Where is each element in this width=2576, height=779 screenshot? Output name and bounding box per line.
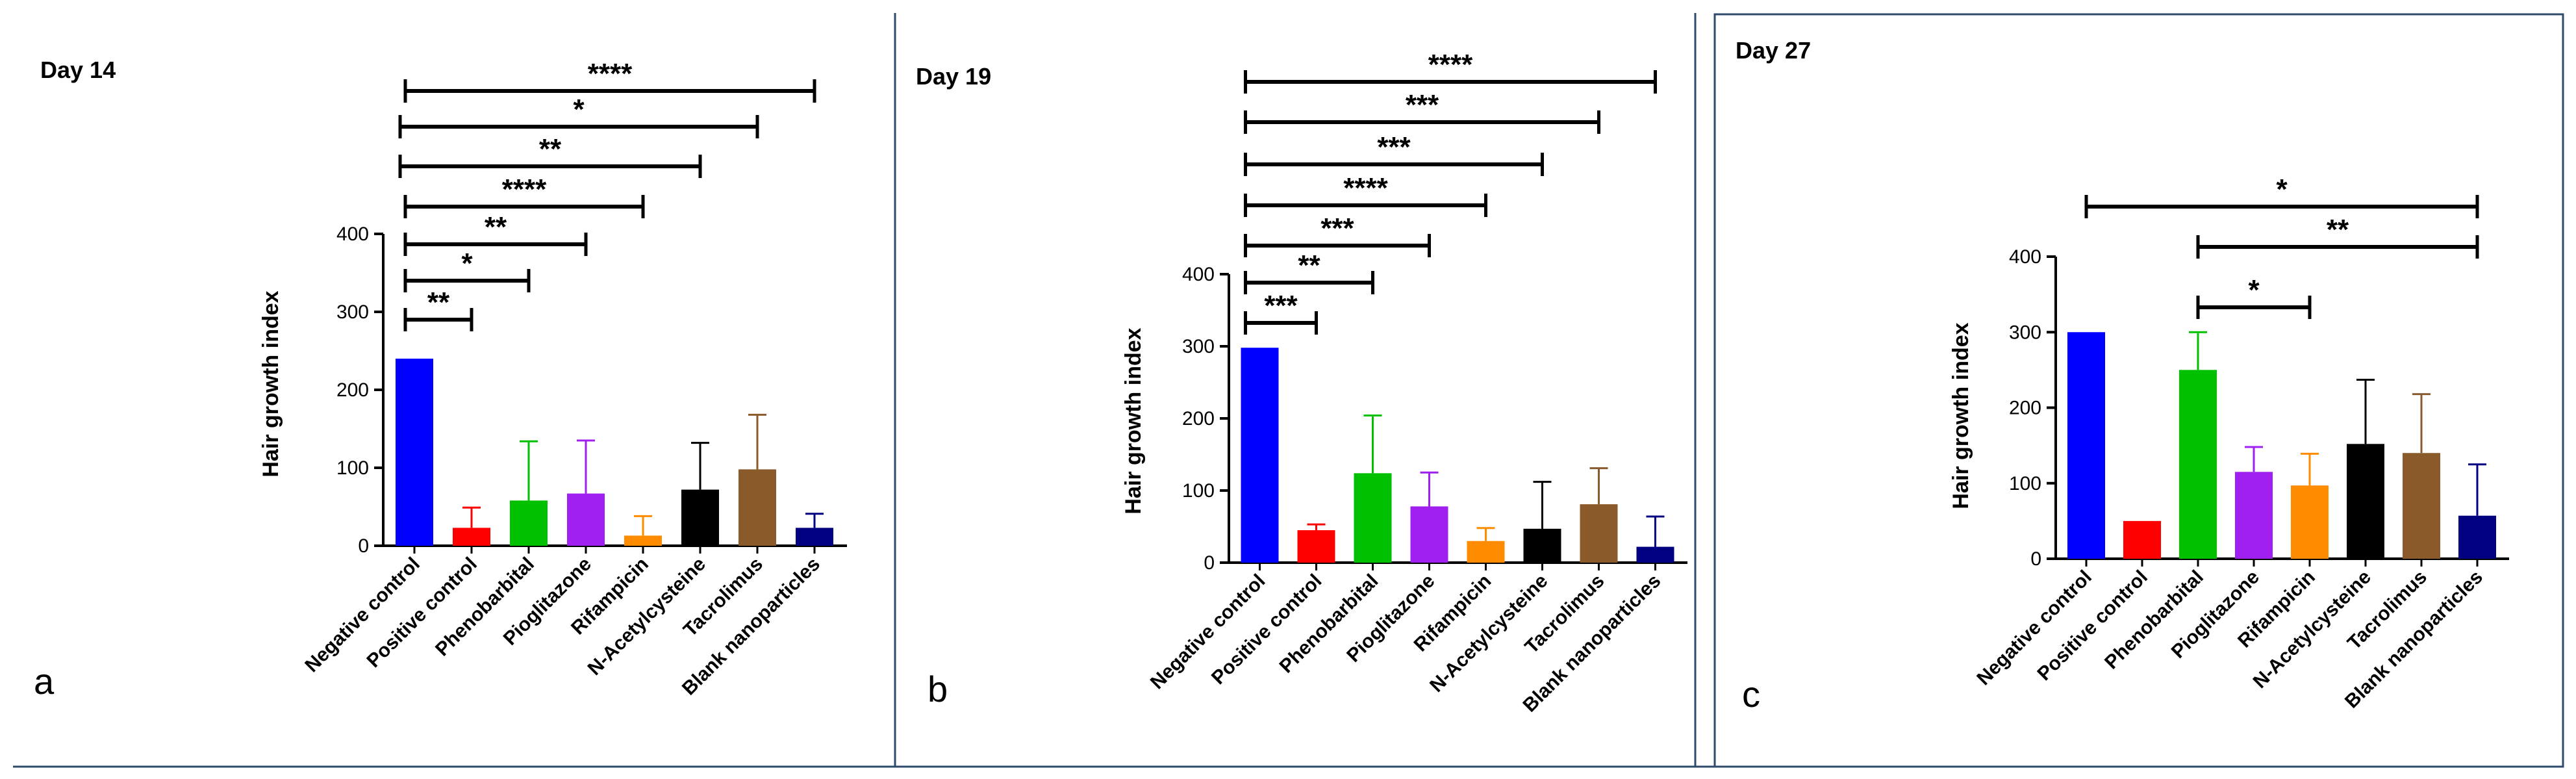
bar-negative-control	[396, 359, 433, 546]
bar-phenobarbital	[510, 500, 548, 546]
chart-title-a: Day 14	[40, 57, 116, 83]
significance-label: **	[539, 133, 562, 165]
bar-pioglitazone	[567, 493, 605, 546]
bar-tacrolimus	[739, 469, 776, 546]
bar-blank-nanoparticles	[796, 528, 833, 546]
significance-label: *	[573, 94, 585, 125]
bar-tacrolimus	[2403, 453, 2440, 559]
panel-label-b: b	[928, 669, 948, 709]
y-axis-label-c: Hair growth index	[1949, 322, 1973, 509]
y-tick-label: 200	[336, 379, 369, 401]
significance-label: **	[2327, 214, 2349, 246]
chart-panel-a: Day 14 a Hair growth index 0 100 200 300 400…	[34, 57, 847, 702]
chart-panel-b: Day 19 b Hair growth index 0 100 200 300 400…	[916, 49, 1687, 717]
chart-title-b: Day 19	[916, 63, 991, 90]
significance-label: ****	[588, 58, 633, 90]
x-tick-label: Phenobarbital	[431, 554, 538, 661]
y-tick-label: 300	[336, 301, 369, 323]
bar-negative-control	[2067, 332, 2105, 559]
y-axis-title-b: Hair growth index	[1121, 327, 1146, 514]
y-tick-label: 100	[336, 457, 369, 479]
y-tick-label: 0	[1204, 552, 1215, 574]
y-tick-label: 300	[1182, 336, 1215, 357]
significance-label: ***	[1406, 89, 1439, 121]
y-tick-label: 200	[1182, 408, 1215, 429]
bar-positive-control	[2123, 520, 2161, 559]
bar-rifampicin	[1467, 541, 1505, 563]
chart-panel-c: Day 27 c Hair growth index 0 100 200 300 400…	[1736, 37, 2509, 715]
bar-phenobarbital	[1354, 473, 1392, 563]
significance-label: ***	[1320, 212, 1354, 244]
bar-pioglitazone	[2235, 472, 2273, 559]
y-tick-label: 0	[358, 535, 369, 557]
y-tick-label: 0	[2030, 548, 2041, 570]
bar-blank-nanoparticles	[1636, 546, 1674, 563]
y-tick-label: 100	[1182, 480, 1215, 502]
x-tick-label: Phenobarbital	[1276, 570, 1383, 678]
significance-label: ****	[502, 173, 547, 205]
bar-tacrolimus	[1580, 504, 1618, 563]
significance-label: **	[427, 287, 450, 318]
y-tick-label: 100	[2009, 473, 2041, 494]
significance-label: *	[461, 248, 473, 279]
bar-n-acetylcysteine	[681, 489, 719, 546]
y-tick-label: 200	[2009, 398, 2041, 419]
y-axis-label-a: Hair growth index	[259, 290, 283, 477]
bar-positive-control	[453, 528, 490, 546]
bar-rifampicin	[2291, 485, 2329, 559]
bar-blank-nanoparticles	[2458, 515, 2496, 559]
significance-label: ***	[1377, 131, 1411, 163]
y-tick-label: 300	[2009, 322, 2041, 343]
y-axis-label-b: Hair growth index	[1121, 327, 1146, 514]
significance-label: *	[2248, 274, 2260, 306]
y-axis-title-c: Hair growth index	[1949, 322, 1973, 509]
y-tick-label: 400	[1182, 264, 1215, 285]
y-tick-label: 400	[336, 223, 369, 245]
significance-label: *	[2276, 173, 2288, 205]
chart-title-c: Day 27	[1736, 37, 1811, 64]
significance-label: ****	[1343, 172, 1388, 204]
significance-label: ***	[1264, 290, 1298, 322]
significance-label: ****	[1428, 49, 1473, 81]
bar-n-acetylcysteine	[2347, 444, 2384, 559]
bar-pioglitazone	[1410, 506, 1448, 563]
bar-rifampicin	[624, 535, 662, 546]
bar-phenobarbital	[2179, 370, 2217, 559]
panel-label-c: c	[1742, 674, 1760, 715]
significance-label: **	[485, 211, 507, 243]
y-axis-title-a: Hair growth index	[259, 290, 283, 477]
x-tick-label: Phenobarbital	[2101, 567, 2208, 674]
panel-label-a: a	[34, 661, 55, 702]
bar-n-acetylcysteine	[1523, 528, 1561, 563]
bar-negative-control	[1241, 348, 1279, 563]
panel-c-frame	[1713, 13, 2564, 768]
significance-label: **	[1298, 249, 1320, 281]
y-tick-label: 400	[2009, 246, 2041, 268]
bar-positive-control	[1297, 530, 1335, 563]
